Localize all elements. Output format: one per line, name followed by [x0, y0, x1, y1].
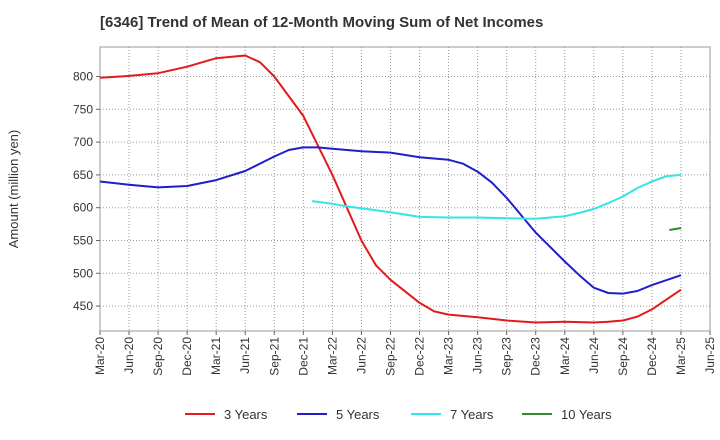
x-tick-label: Mar-23: [442, 337, 456, 375]
x-tick-label: Jun-21: [238, 337, 252, 374]
x-tick-label: Dec-20: [180, 337, 194, 376]
y-tick-label: 550: [73, 233, 93, 247]
x-tick-label: Jun-20: [122, 337, 136, 374]
x-tick-label: Sep-24: [616, 337, 630, 376]
y-axis: 450 500 550 600 650 700 750 800: [73, 70, 100, 313]
x-tick-label: Sep-20: [151, 337, 165, 376]
series-line-7-years: [311, 173, 682, 220]
x-tick-label: Mar-22: [325, 337, 339, 375]
x-tick-label: Sep-21: [267, 337, 281, 376]
y-tick-label: 600: [73, 201, 93, 215]
x-tick-label: Jun-25: [703, 337, 717, 374]
legend-label-3-years: 3 Years: [224, 407, 268, 422]
y-tick-label: 500: [73, 266, 93, 280]
grid: [99, 47, 711, 331]
x-tick-label: Mar-21: [209, 337, 223, 375]
legend: 3 Years 5 Years 7 Years 10 Years: [185, 407, 612, 422]
legend-label-5-years: 5 Years: [336, 407, 380, 422]
x-axis: Mar-20 Jun-20 Sep-20 Dec-20 Mar-21 Jun-21 Sep-…: [93, 331, 717, 376]
legend-label-7-years: 7 Years: [450, 407, 494, 422]
x-tick-label: Dec-24: [645, 337, 659, 376]
x-tick-label: Mar-20: [93, 337, 107, 375]
series-line-5-years: [99, 146, 682, 295]
x-tick-label: Jun-24: [587, 337, 601, 374]
legend-label-10-years: 10 Years: [561, 407, 612, 422]
y-axis-label: Amount (million yen): [6, 130, 21, 249]
series-line-3-years: [99, 54, 682, 324]
x-tick-label: Sep-22: [383, 337, 397, 376]
y-tick-label: 750: [73, 102, 93, 116]
y-tick-label: 450: [73, 299, 93, 313]
y-tick-label: 650: [73, 168, 93, 182]
x-tick-label: Jun-23: [471, 337, 485, 374]
x-tick-label: Mar-25: [674, 337, 688, 375]
plot-area: [99, 46, 711, 332]
x-tick-label: Jun-22: [354, 337, 368, 374]
x-tick-label: Sep-23: [500, 337, 514, 376]
y-tick-label: 800: [73, 70, 93, 84]
x-tick-label: Mar-24: [558, 337, 572, 375]
x-tick-label: Dec-22: [413, 337, 427, 376]
y-tick-label: 700: [73, 135, 93, 149]
x-tick-label: Dec-21: [296, 337, 310, 376]
series-lines: [99, 54, 682, 324]
series-line-10-years: [669, 227, 682, 231]
x-tick-label: Dec-23: [529, 337, 543, 376]
chart-title: [6346] Trend of Mean of 12-Month Moving …: [100, 14, 544, 31]
